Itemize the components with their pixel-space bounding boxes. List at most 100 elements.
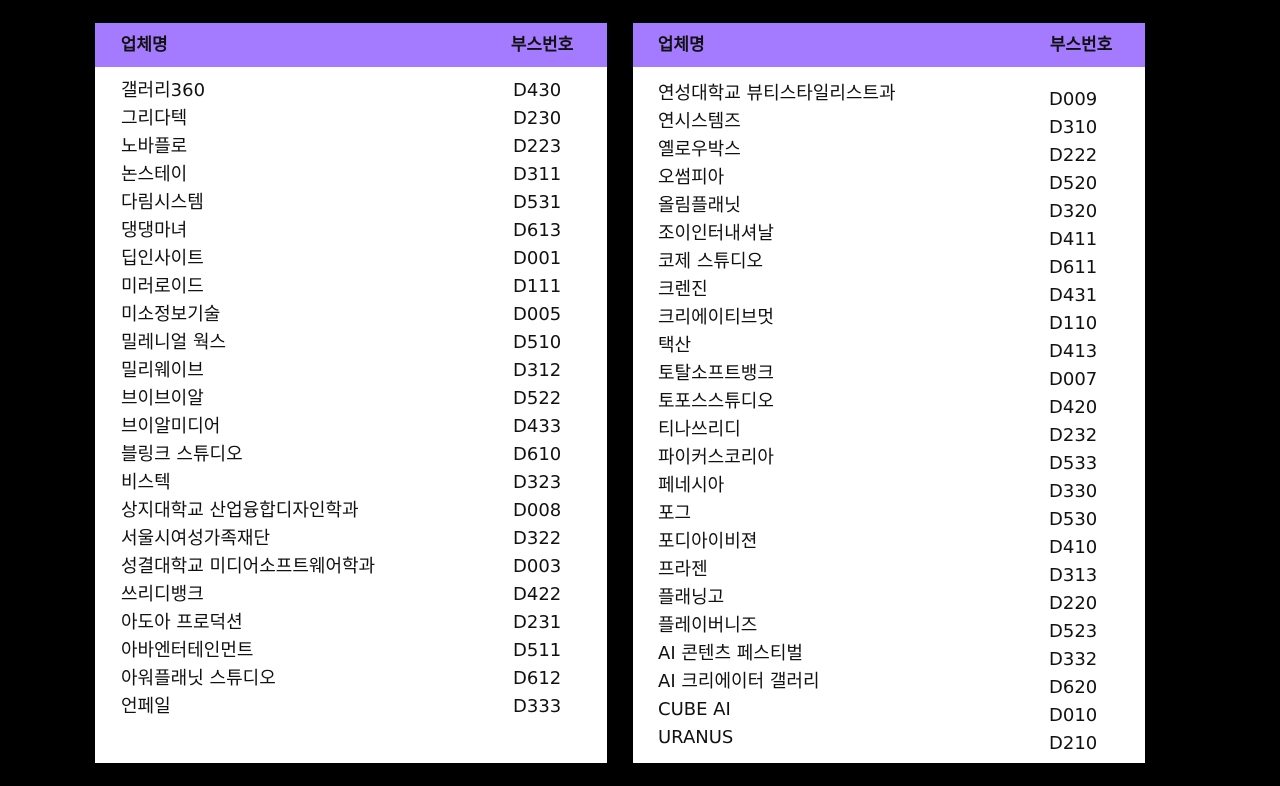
- table-row: AI 크리에이터 갤러리 D620: [633, 668, 1145, 698]
- booth-number: D431: [1049, 285, 1098, 306]
- company-name: 블링크 스튜디오: [121, 444, 243, 465]
- company-name: 아바엔터테인먼트: [121, 640, 254, 661]
- company-name: 밀리웨이브: [121, 360, 204, 381]
- company-name: CUBE AI: [658, 699, 731, 720]
- booth-number: D007: [1049, 369, 1098, 390]
- exhibitor-table-right: 업체명 부스번호 연성대학교 뷰티스타일리스트과 D009 연시스템즈 D310 옐로우…: [633, 23, 1145, 763]
- table-row: 연성대학교 뷰티스타일리스트과 D009: [633, 80, 1145, 110]
- company-name: AI 크리에이터 갤러리: [658, 671, 820, 692]
- company-name: URANUS: [658, 727, 734, 748]
- table-row: 아도아 프로덕션 D231: [95, 609, 607, 637]
- header-booth-number: 부스번호: [511, 35, 574, 55]
- booth-number: D311: [513, 164, 562, 185]
- booth-number: D223: [513, 136, 562, 157]
- table-row: 토포스스튜디오 D420: [633, 388, 1145, 418]
- table-row: 다림시스템 D531: [95, 189, 607, 217]
- header-company-name: 업체명: [121, 35, 168, 55]
- company-name: 밀레니얼 웍스: [121, 332, 227, 353]
- company-name: 플레이버니즈: [658, 615, 758, 636]
- booth-number: D110: [1049, 313, 1098, 334]
- table-row: 옐로우박스 D222: [633, 136, 1145, 166]
- booth-number: D430: [513, 80, 562, 101]
- company-name: 티나쓰리디: [658, 419, 741, 440]
- booth-number: D310: [1049, 117, 1098, 138]
- table-row: 미러로이드 D111: [95, 273, 607, 301]
- table-row: 아바엔터테인먼트 D511: [95, 637, 607, 665]
- booth-number: D523: [1049, 621, 1098, 642]
- company-name: 연성대학교 뷰티스타일리스트과: [658, 83, 896, 104]
- table-row: 토탈소프트뱅크 D007: [633, 360, 1145, 390]
- booth-number: D001: [513, 248, 562, 269]
- booth-number: D111: [513, 276, 562, 297]
- company-name: 페네시아: [658, 475, 725, 496]
- company-name: 아워플래닛 스튜디오: [121, 668, 276, 689]
- company-name: 플래닝고: [658, 587, 725, 608]
- table-row: 서울시여성가족재단 D322: [95, 525, 607, 553]
- booth-number: D613: [513, 220, 562, 241]
- table-row: 포그 D530: [633, 500, 1145, 530]
- table-row: 상지대학교 산업융합디자인학과 D008: [95, 497, 607, 525]
- table-row: 노바플로 D223: [95, 133, 607, 161]
- table-row: 밀리웨이브 D312: [95, 357, 607, 385]
- booth-number: D323: [513, 472, 562, 493]
- company-name: 포디아이비젼: [658, 531, 758, 552]
- booth-number: D312: [513, 360, 562, 381]
- booth-number: D422: [513, 584, 562, 605]
- table-body: 연성대학교 뷰티스타일리스트과 D009 연시스템즈 D310 옐로우박스 D222 오썸피…: [633, 80, 1145, 754]
- table-row: 블링크 스튜디오 D610: [95, 441, 607, 469]
- header-booth-number: 부스번호: [1050, 35, 1113, 55]
- booth-number: D231: [513, 612, 562, 633]
- company-name: 쓰리디뱅크: [121, 584, 204, 605]
- booth-number: D510: [513, 332, 562, 353]
- table-row: 미소정보기술 D005: [95, 301, 607, 329]
- booth-number: D003: [513, 556, 562, 577]
- table-row: 올림플래닛 D320: [633, 192, 1145, 222]
- company-name: 택산: [658, 335, 692, 356]
- booth-number: D010: [1049, 705, 1098, 726]
- booth-number: D531: [513, 192, 562, 213]
- company-name: 상지대학교 산업융합디자인학과: [121, 500, 359, 521]
- table-row: 페네시아 D330: [633, 472, 1145, 502]
- booth-number: D410: [1049, 537, 1098, 558]
- company-name: 아도아 프로덕션: [121, 612, 243, 633]
- company-name: 미소정보기술: [121, 304, 221, 325]
- company-name: 딥인사이트: [121, 248, 204, 269]
- booth-number: D320: [1049, 201, 1098, 222]
- booth-number: D610: [513, 444, 562, 465]
- company-name: 갤러리360: [121, 80, 206, 101]
- company-name: 옐로우박스: [658, 139, 741, 160]
- company-name: 크렌진: [658, 279, 708, 300]
- header-company-name: 업체명: [658, 35, 705, 55]
- table-row: 브이브이알 D522: [95, 385, 607, 413]
- company-name: 프라젠: [658, 559, 708, 580]
- table-row: 오썸피아 D520: [633, 164, 1145, 194]
- table-row: CUBE AI D010: [633, 696, 1145, 726]
- booth-number: D330: [1049, 481, 1098, 502]
- table-row: 파이커스코리아 D533: [633, 444, 1145, 474]
- table-row: 크리에이티브멋 D110: [633, 304, 1145, 334]
- table-row: 택산 D413: [633, 332, 1145, 362]
- company-name: 다림시스템: [121, 192, 204, 213]
- table-header: 업체명 부스번호: [95, 23, 607, 67]
- company-name: 코제 스튜디오: [658, 251, 764, 272]
- booth-number: D413: [1049, 341, 1098, 362]
- company-name: 브이브이알: [121, 388, 204, 409]
- table-row: 논스테이 D311: [95, 161, 607, 189]
- company-name: 댕댕마녀: [121, 220, 188, 241]
- booth-number: D420: [1049, 397, 1098, 418]
- table-row: URANUS D210: [633, 724, 1145, 754]
- company-name: 조이인터내셔날: [658, 223, 774, 244]
- table-row: 언페일 D333: [95, 693, 607, 721]
- company-name: 논스테이: [121, 164, 188, 185]
- company-name: 토포스스튜디오: [658, 391, 774, 412]
- booth-number: D222: [1049, 145, 1098, 166]
- table-row: 아워플래닛 스튜디오 D612: [95, 665, 607, 693]
- booth-number: D232: [1049, 425, 1098, 446]
- company-name: 연시스템즈: [658, 111, 741, 132]
- booth-number: D520: [1049, 173, 1098, 194]
- booth-number: D411: [1049, 229, 1098, 250]
- booth-number: D322: [513, 528, 562, 549]
- company-name: 오썸피아: [658, 167, 725, 188]
- company-name: 성결대학교 미디어소프트웨어학과: [121, 556, 376, 577]
- table-row: 성결대학교 미디어소프트웨어학과 D003: [95, 553, 607, 581]
